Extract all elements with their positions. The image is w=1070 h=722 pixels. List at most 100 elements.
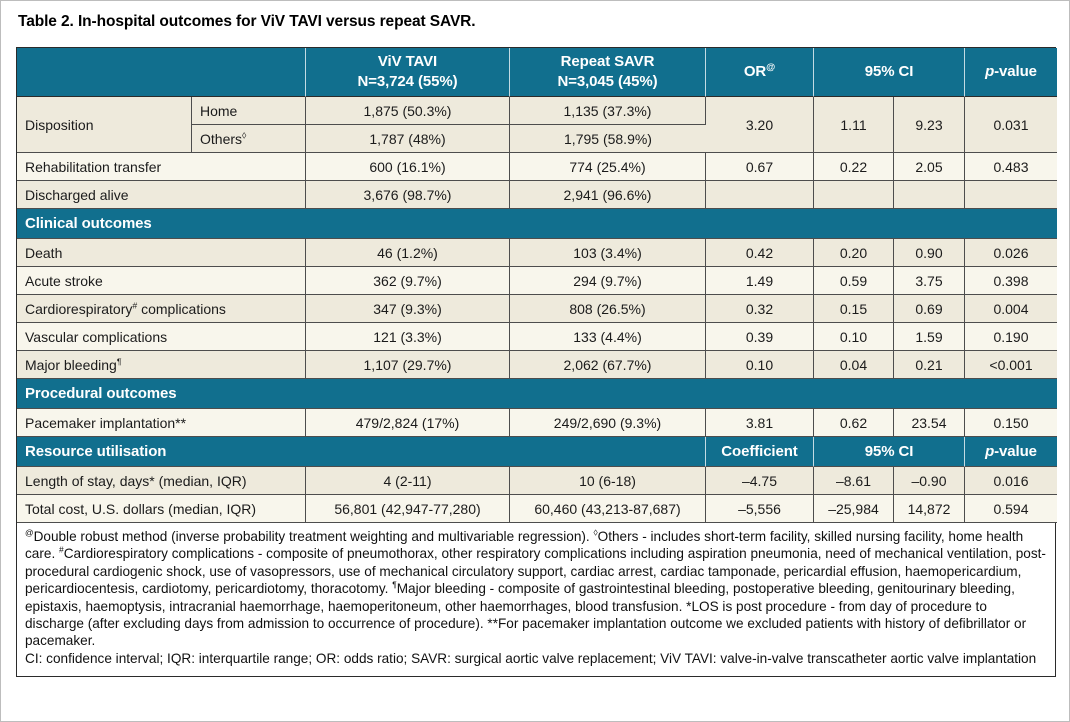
savr-value: 133 (4.4%) <box>510 323 706 351</box>
row-label: Major bleeding¶ <box>17 351 306 379</box>
ci-low-value: 0.22 <box>814 153 894 181</box>
viv-value: 600 (16.1%) <box>306 153 510 181</box>
viv-value: 56,801 (42,947-77,280) <box>306 495 510 523</box>
ci-high-value: 3.75 <box>894 267 965 295</box>
viv-value: 1,787 (48%) <box>306 125 510 153</box>
section-label: Procedural outcomes <box>17 379 1057 409</box>
row-label: Vascular complications <box>17 323 306 351</box>
table-row: Cardiorespiratory# complications 347 (9.3… <box>17 295 1057 323</box>
ci-high-value <box>894 181 965 209</box>
or-value: 1.49 <box>706 267 814 295</box>
table-row: Length of stay, days* (median, IQR) 4 (2-… <box>17 467 1057 495</box>
p-value-subheader: p-value <box>965 437 1057 467</box>
row-label: Rehabilitation transfer <box>17 153 306 181</box>
subheader-row: Resource utilisation Coefficient 95% CI p-v… <box>17 437 1057 467</box>
table-row: Acute stroke 362 (9.7%) 294 (9.7%) 1.49 0.59… <box>17 267 1057 295</box>
or-value: 0.67 <box>706 153 814 181</box>
p-value <box>965 181 1057 209</box>
or-value: 0.32 <box>706 295 814 323</box>
p-value: 0.190 <box>965 323 1057 351</box>
table-row: Pacemaker implantation** 479/2,824 (17%) 2… <box>17 409 1057 437</box>
viv-tavi-label: ViV TAVI <box>377 53 438 71</box>
ci-low-value: 0.62 <box>814 409 894 437</box>
row-label: Total cost, U.S. dollars (median, IQR) <box>17 495 306 523</box>
p-value: <0.001 <box>965 351 1057 379</box>
ci-low-value: 1.11 <box>814 97 894 153</box>
ci-low-value: 0.15 <box>814 295 894 323</box>
ci-low-value: 0.59 <box>814 267 894 295</box>
section-row: Procedural outcomes <box>17 379 1057 409</box>
or-superscript: @ <box>766 62 776 73</box>
table-row: Discharged alive 3,676 (98.7%) 2,941 (96.6… <box>17 181 1057 209</box>
viv-tavi-column-header: ViV TAVI N=3,724 (55%) <box>306 48 510 97</box>
viv-value: 347 (9.3%) <box>306 295 510 323</box>
viv-value: 1,875 (50.3%) <box>306 97 510 125</box>
or-value: 3.20 <box>706 97 814 153</box>
ci-low-value: 0.04 <box>814 351 894 379</box>
page-title: Table 2. In-hospital outcomes for ViV TA… <box>18 13 476 30</box>
footnote: @Double robust method (inverse probabili… <box>17 523 1055 676</box>
savr-value: 249/2,690 (9.3%) <box>510 409 706 437</box>
ci-low-value: 0.20 <box>814 239 894 267</box>
table-row: Rehabilitation transfer 600 (16.1%) 774 (2… <box>17 153 1057 181</box>
table-row: Disposition Home 1,875 (50.3%) 1,135 (37.3%… <box>17 97 1057 153</box>
savr-value: 808 (26.5%) <box>510 295 706 323</box>
table-2-frame: ViV TAVI N=3,724 (55%) Repeat SAVR N=3,0… <box>16 47 1057 678</box>
p-value: 0.004 <box>965 295 1057 323</box>
ci-high-value: 9.23 <box>894 97 965 153</box>
outcomes-table: ViV TAVI N=3,724 (55%) Repeat SAVR N=3,0… <box>17 48 1057 523</box>
ci-low-value <box>814 181 894 209</box>
viv-value: 3,676 (98.7%) <box>306 181 510 209</box>
p-value: 0.026 <box>965 239 1057 267</box>
row-label: Cardiorespiratory# complications <box>17 295 306 323</box>
row-label: Discharged alive <box>17 181 306 209</box>
ci-column-header: 95% CI <box>814 48 965 97</box>
savr-value: 1,795 (58.9%) <box>510 125 706 153</box>
table-row: Vascular complications 121 (3.3%) 133 (4.4… <box>17 323 1057 351</box>
viv-value: 4 (2-11) <box>306 467 510 495</box>
p-value: 0.016 <box>965 467 1057 495</box>
ci-low-value: 0.10 <box>814 323 894 351</box>
ci-low-value: –25,984 <box>814 495 894 523</box>
section-row: Clinical outcomes <box>17 209 1057 239</box>
table-body: Disposition Home 1,875 (50.3%) 1,135 (37.3%… <box>17 97 1057 523</box>
section-label: Resource utilisation <box>17 437 706 467</box>
savr-value: 1,135 (37.3%) <box>510 97 706 125</box>
p-value: 0.150 <box>965 409 1057 437</box>
blank-header-cell <box>17 48 306 97</box>
savr-value: 103 (3.4%) <box>510 239 706 267</box>
or-column-header: OR@ <box>706 48 814 97</box>
ci-high-value: 0.90 <box>894 239 965 267</box>
savr-value: 294 (9.7%) <box>510 267 706 295</box>
p-value: 0.398 <box>965 267 1057 295</box>
section-label: Clinical outcomes <box>17 209 1057 239</box>
savr-value: 2,062 (67.7%) <box>510 351 706 379</box>
or-value: 0.39 <box>706 323 814 351</box>
p-value: 0.594 <box>965 495 1057 523</box>
or-value <box>706 181 814 209</box>
coefficient-value: –5,556 <box>706 495 814 523</box>
row-label: Death <box>17 239 306 267</box>
row-sublabel: Home <box>192 97 306 125</box>
ci-low-value: –8.61 <box>814 467 894 495</box>
row-label: Length of stay, days* (median, IQR) <box>17 467 306 495</box>
ci-subheader: 95% CI <box>814 437 965 467</box>
viv-value: 362 (9.7%) <box>306 267 510 295</box>
row-label: Acute stroke <box>17 267 306 295</box>
table-row: Death 46 (1.2%) 103 (3.4%) 0.42 0.20 0.90 0.02… <box>17 239 1057 267</box>
p-value: 0.031 <box>965 97 1057 153</box>
savr-value: 774 (25.4%) <box>510 153 706 181</box>
row-label: Pacemaker implantation** <box>17 409 306 437</box>
or-value: 0.10 <box>706 351 814 379</box>
savr-value: 60,460 (43,213-87,687) <box>510 495 706 523</box>
ci-high-value: 2.05 <box>894 153 965 181</box>
table-row: Others◊ 1,787 (48%) 1,795 (58.9%) <box>17 125 1057 153</box>
viv-tavi-n: N=3,724 (55%) <box>357 73 458 90</box>
viv-value: 121 (3.3%) <box>306 323 510 351</box>
coefficient-header: Coefficient <box>706 437 814 467</box>
ci-high-value: 0.69 <box>894 295 965 323</box>
repeat-savr-n: N=3,045 (45%) <box>557 73 658 90</box>
repeat-savr-column-header: Repeat SAVR N=3,045 (45%) <box>510 48 706 97</box>
p-value-column-header: p-value <box>965 48 1057 97</box>
